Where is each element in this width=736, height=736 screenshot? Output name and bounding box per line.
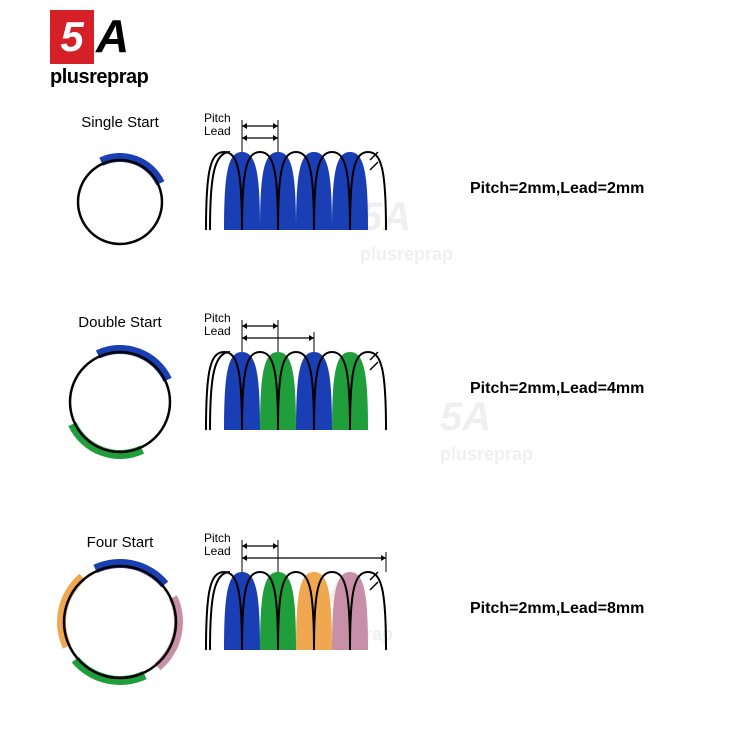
- thread-row: Single Start PitchLeadPitch=2mm,Lead=2mm: [0, 120, 736, 270]
- pitch-label: Pitch: [204, 111, 231, 125]
- thread-profile-diagram: [200, 530, 420, 660]
- lead-label: Lead: [204, 324, 231, 338]
- pitch-label: Pitch: [204, 531, 231, 545]
- logo-digit: 5: [50, 10, 94, 64]
- row-title: Double Start: [60, 314, 180, 331]
- cross-section-diagram: [50, 552, 190, 692]
- pitch-label: Pitch: [204, 311, 231, 325]
- thread-profile-diagram: [200, 110, 420, 240]
- dimension-labels: PitchLead: [204, 112, 231, 138]
- cross-section-diagram: [50, 332, 190, 472]
- thread-row: Four Start PitchLeadPitch=2mm,Lead=8mm: [0, 540, 736, 690]
- lead-label: Lead: [204, 124, 231, 138]
- spec-text: Pitch=2mm,Lead=2mm: [470, 180, 644, 198]
- spec-text: Pitch=2mm,Lead=4mm: [470, 380, 644, 398]
- spec-text: Pitch=2mm,Lead=8mm: [470, 600, 644, 618]
- lead-label: Lead: [204, 544, 231, 558]
- logo-letter: A: [96, 16, 129, 57]
- row-title: Four Start: [60, 534, 180, 551]
- cross-section-diagram: [50, 132, 190, 272]
- thread-row: Double Start PitchLeadPitch=2mm,Lead=4mm: [0, 320, 736, 470]
- brand-logo: 5 A plusreprap: [50, 10, 148, 89]
- dimension-labels: PitchLead: [204, 532, 231, 558]
- thread-profile-diagram: [200, 310, 420, 440]
- dimension-labels: PitchLead: [204, 312, 231, 338]
- logo-brand-text: plusreprap: [50, 66, 148, 89]
- row-title: Single Start: [60, 114, 180, 131]
